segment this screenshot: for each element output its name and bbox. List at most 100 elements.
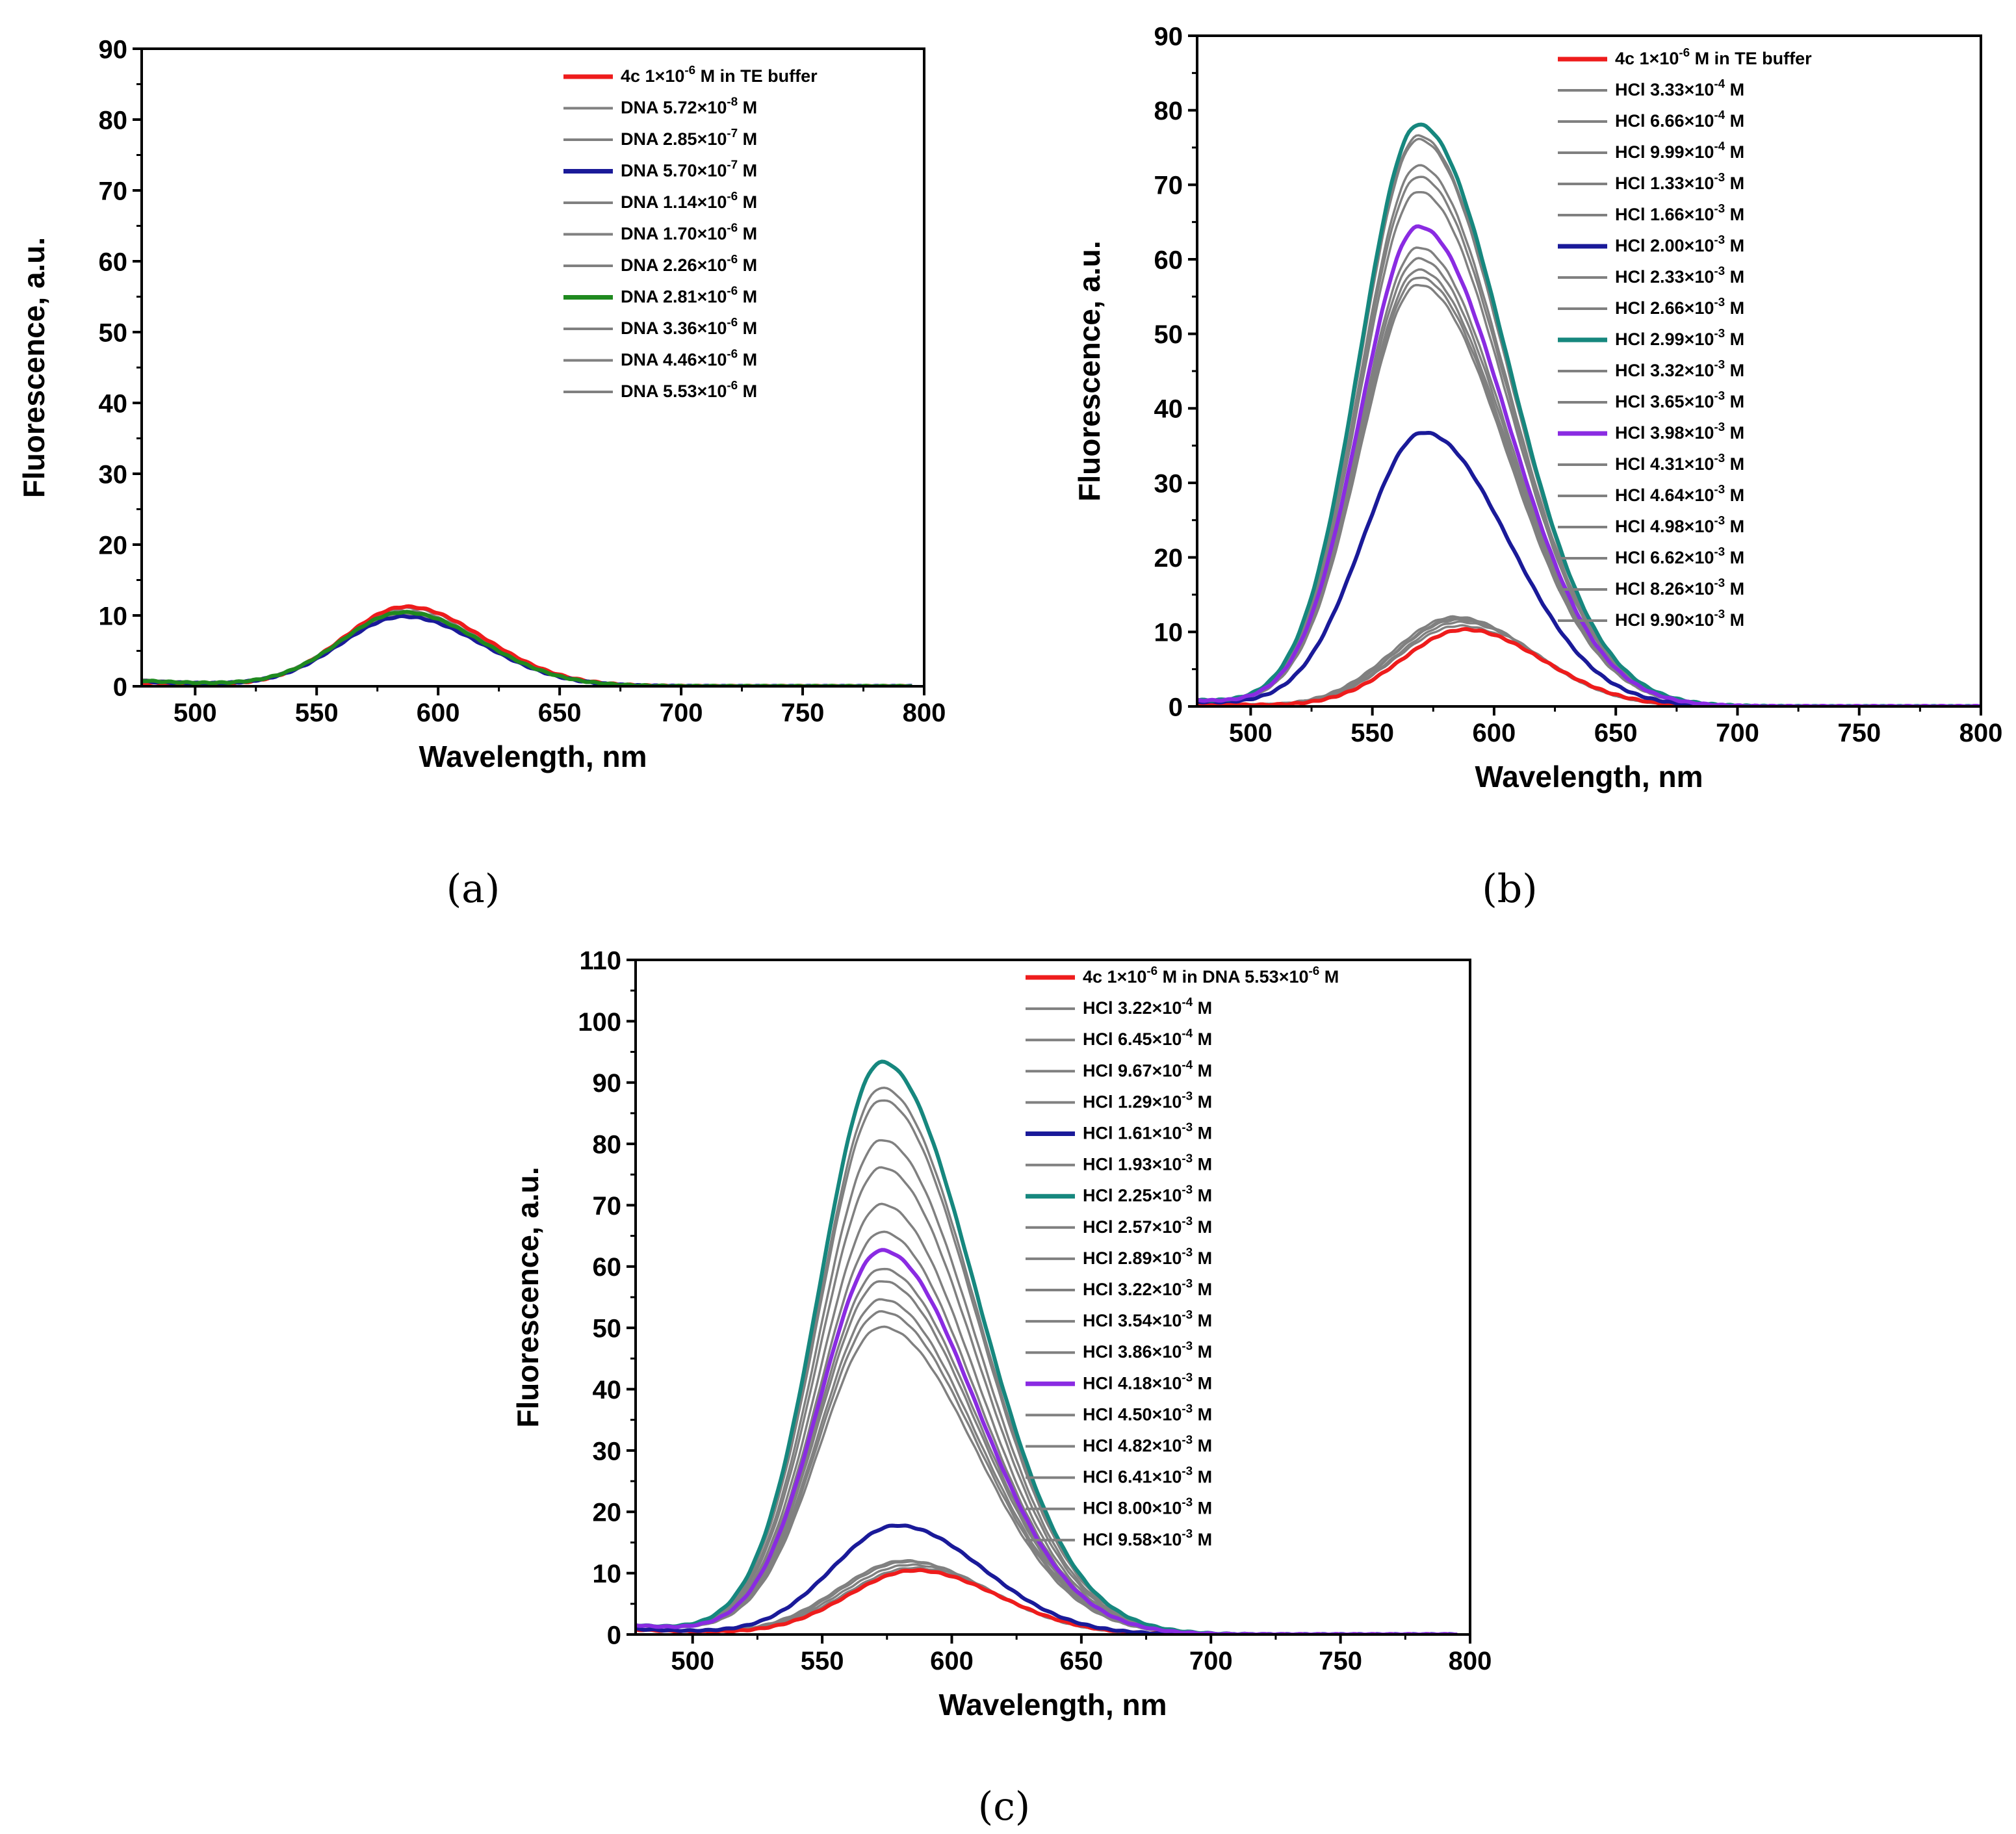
legend-entry: HCl 2.89×10-3 M	[1026, 1246, 1212, 1268]
legend-entry: 4c 1×10-6 M in DNA 5.53×10-6 M	[1026, 964, 1339, 987]
legend-entry: 4c 1×10-6 M in TE buffer	[563, 64, 818, 86]
legend-label: 4c 1×10-6 M in TE buffer	[621, 64, 818, 86]
legend-label: HCl 2.89×10-3 M	[1083, 1246, 1212, 1268]
legend-entry: HCl 1.29×10-3 M	[1026, 1089, 1212, 1111]
series-line-7	[637, 1059, 1458, 1633]
plot-frame	[140, 47, 925, 688]
legend-entry: DNA 5.72×10-8 M	[563, 96, 757, 118]
series-line-16	[1198, 164, 1980, 705]
legend-label: HCl 2.99×10-3 M	[1615, 327, 1744, 349]
legend-label: HCl 1.66×10-3 M	[1615, 202, 1744, 224]
series-line-5	[637, 1523, 1458, 1633]
legend-entry: HCl 1.61×10-3 M	[1026, 1121, 1212, 1143]
y-tick-label: 90	[99, 35, 128, 64]
panel-b: 500 550 600 650 700 750 800 0 10 20 30 40 50 60 70 80 90…	[1072, 22, 2002, 912]
y-tick-label: 10	[1154, 619, 1183, 647]
x-tick-label: 550	[295, 699, 339, 727]
series-line-9	[143, 610, 912, 685]
legend-entry: HCl 3.32×10-3 M	[1558, 358, 1744, 380]
legend-entry: HCl 2.57×10-3 M	[1026, 1215, 1212, 1237]
series-line-6	[637, 1325, 1451, 1633]
legend: 4c 1×10-6 M in TE buffer HCl 3.33×10-4 M H…	[1558, 46, 1812, 630]
legend-entry: HCl 9.58×10-3 M	[1026, 1527, 1212, 1549]
legend-label: DNA 4.46×10-6 M	[621, 348, 757, 370]
legend-label: HCl 3.22×10-3 M	[1083, 1277, 1212, 1299]
legend-entry: DNA 2.26×10-6 M	[563, 253, 757, 275]
y-tick-label: 70	[99, 177, 128, 205]
y-axis: 0 10 20 30 40 50 60 70 80 90	[1154, 22, 1197, 721]
legend-label: HCl 9.90×10-3 M	[1615, 608, 1744, 630]
series-line-0	[1198, 626, 1980, 705]
legend-entry: HCl 2.25×10-3 M	[1026, 1183, 1212, 1206]
y-tick-label: 60	[99, 248, 128, 276]
legend-entry: HCl 4.82×10-3 M	[1026, 1434, 1212, 1456]
x-tick-label: 800	[1959, 719, 2003, 747]
x-tick-label: 650	[538, 699, 582, 727]
legend-label: HCl 6.66×10-4 M	[1615, 109, 1744, 131]
legend-label: HCl 4.31×10-3 M	[1615, 452, 1744, 474]
x-tick-label: 800	[903, 699, 946, 727]
y-tick-label: 70	[593, 1192, 622, 1221]
legend: 4c 1×10-6 M in DNA 5.53×10-6 M HCl 3.22×1…	[1026, 964, 1339, 1549]
y-tick-label: 0	[113, 673, 127, 701]
series-line-10	[1198, 268, 1980, 705]
legend-entry: HCl 2.99×10-3 M	[1558, 327, 1744, 349]
x-axis: 500 550 600 650 700 750 800	[174, 686, 946, 727]
series-line-2	[143, 610, 912, 685]
x-tick-label: 650	[1059, 1647, 1103, 1675]
series-line-1	[143, 606, 903, 685]
series-lines	[1198, 122, 1980, 705]
x-tick-label: 500	[1229, 719, 1273, 747]
x-tick-label: 800	[1449, 1647, 1492, 1675]
x-axis-title: Wavelength, nm	[419, 740, 647, 773]
legend-label: HCl 4.50×10-3 M	[1083, 1402, 1212, 1424]
legend-entry: HCl 3.54×10-3 M	[1026, 1308, 1212, 1330]
series-line-14	[637, 1202, 1457, 1633]
legend-label: HCl 1.61×10-3 M	[1083, 1121, 1212, 1143]
y-tick-label: 20	[593, 1499, 622, 1527]
legend-label: HCl 9.99×10-4 M	[1615, 140, 1744, 162]
y-tick-label: 40	[1154, 395, 1183, 424]
y-tick-label: 20	[99, 531, 128, 560]
legend-entry: HCl 9.99×10-4 M	[1558, 140, 1744, 162]
legend-entry: HCl 6.66×10-4 M	[1558, 109, 1744, 131]
legend-label: HCl 4.82×10-3 M	[1083, 1434, 1212, 1456]
y-tick-label: 40	[593, 1376, 622, 1404]
y-tick-label: 80	[593, 1130, 622, 1159]
y-axis-title: Fluorescence, a.u.	[17, 237, 51, 498]
legend-entry: HCl 3.22×10-4 M	[1026, 996, 1212, 1018]
x-tick-label: 750	[1837, 719, 1881, 747]
y-tick-label: 50	[99, 318, 128, 347]
legend-label: DNA 3.36×10-6 M	[621, 316, 757, 338]
legend-label: HCl 3.54×10-3 M	[1083, 1308, 1212, 1330]
legend-label: DNA 5.53×10-6 M	[621, 379, 757, 401]
y-tick-label: 80	[99, 106, 128, 135]
x-axis: 500 550 600 650 700 750 800	[671, 1634, 1492, 1675]
y-tick-label: 50	[593, 1315, 622, 1343]
legend-entry: HCl 3.86×10-3 M	[1026, 1339, 1212, 1362]
series-line-10	[143, 609, 912, 685]
legend-label: HCl 6.62×10-3 M	[1615, 545, 1744, 567]
legend-entry: HCl 4.64×10-3 M	[1558, 483, 1744, 505]
legend-entry: HCl 1.66×10-3 M	[1558, 202, 1744, 224]
panel-label: (a)	[446, 866, 500, 912]
series-lines	[143, 604, 912, 685]
series-line-8	[143, 610, 912, 685]
legend-entry: HCl 3.33×10-4 M	[1558, 77, 1744, 99]
legend: 4c 1×10-6 M in TE buffer DNA 5.72×10-8 M D…	[563, 64, 818, 401]
series-line-6	[143, 611, 907, 685]
legend-label: HCl 2.25×10-3 M	[1083, 1183, 1212, 1206]
series-line-0	[637, 1568, 1458, 1633]
y-axis-title: Fluorescence, a.u.	[511, 1167, 545, 1427]
series-line-9	[637, 1298, 1458, 1633]
legend-label: HCl 8.00×10-3 M	[1083, 1496, 1212, 1518]
x-axis-title: Wavelength, nm	[1475, 760, 1703, 794]
legend-label: 4c 1×10-6 M in TE buffer	[1615, 46, 1812, 68]
series-line-4	[143, 613, 911, 685]
y-tick-label: 90	[1154, 22, 1183, 51]
y-tick-label: 110	[579, 946, 621, 975]
legend-label: DNA 1.70×10-6 M	[621, 222, 757, 244]
legend-entry: DNA 5.53×10-6 M	[563, 379, 757, 401]
legend-label: DNA 5.72×10-8 M	[621, 96, 757, 118]
